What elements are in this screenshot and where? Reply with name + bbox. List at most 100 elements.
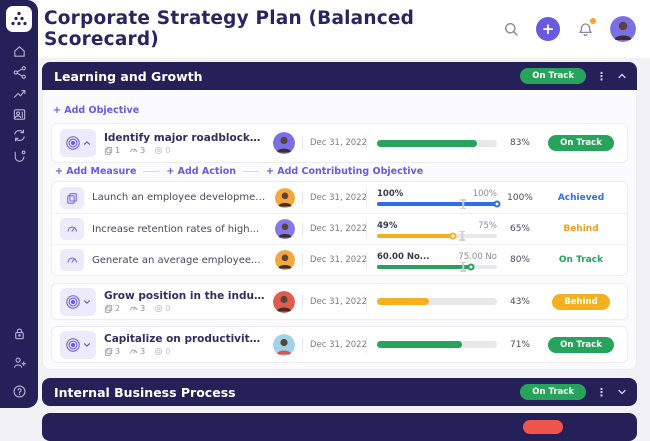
objective-row[interactable]: Grow position in the industry as a mea..… (51, 283, 628, 320)
objective-title: Grow position in the industry as a mea..… (104, 290, 265, 302)
status-badge[interactable]: On Track (548, 135, 614, 151)
owner-avatar[interactable] (273, 132, 295, 154)
action-icon (60, 186, 84, 209)
objectives-count: 0 (154, 146, 170, 155)
measure-row[interactable]: Generate an average employee... Dec 31, … (52, 244, 627, 275)
notifications-bell-icon[interactable] (573, 17, 597, 41)
owner-avatar[interactable] (275, 250, 295, 270)
invite-user-icon[interactable] (8, 355, 30, 369)
search-icon[interactable] (499, 17, 523, 41)
owner-avatar[interactable] (273, 290, 295, 313)
current-value: 60.00 No... (377, 251, 430, 262)
due-date: Dec 31, 2022 (310, 192, 368, 203)
owner-avatar[interactable] (275, 187, 295, 208)
add-links-row: + Add Measure + Add Action + Add Contrib… (51, 163, 628, 180)
expand-chevron-down-icon[interactable] (617, 387, 627, 397)
owner-avatar[interactable] (275, 219, 295, 239)
progress-bar (377, 139, 497, 147)
status-badge[interactable]: Behind (552, 293, 610, 310)
help-icon[interactable] (8, 384, 30, 398)
progress-bar[interactable] (377, 230, 497, 241)
sync-icon[interactable] (8, 128, 30, 142)
kebab-menu-icon[interactable]: ⋮ (596, 69, 607, 83)
section-header[interactable]: Internal Business Process On Track ⋮ (42, 378, 637, 406)
progress-percent: 43% (509, 296, 530, 307)
progress-bar (377, 341, 497, 348)
objective-target-icon[interactable] (60, 287, 96, 316)
owner-avatar[interactable] (273, 333, 295, 356)
objective-row[interactable]: Capitalize on productivity by... 3 3 0 (51, 326, 628, 363)
due-date: Dec 31, 2022 (310, 296, 368, 307)
objective-row[interactable]: Identify major roadblocks and areas... 1… (51, 123, 628, 163)
measures-count: 3 (129, 304, 145, 313)
progress-percent: 83% (509, 138, 530, 148)
measures-count: 3 (129, 347, 145, 356)
objective-target-icon[interactable] (60, 129, 96, 157)
section-status-badge[interactable]: On Track (520, 384, 586, 400)
row-chevron-down-icon (84, 299, 90, 304)
create-button[interactable]: + (536, 17, 560, 41)
user-avatar[interactable] (610, 16, 636, 42)
app-logo-icon[interactable] (6, 6, 32, 32)
trending-up-icon[interactable] (8, 86, 30, 100)
lock-icon[interactable] (8, 326, 30, 340)
measure-row[interactable]: Increase retention rates of high... Dec … (52, 213, 627, 244)
target-value: 75% (478, 220, 497, 231)
section-internal-business-process: Internal Business Process On Track ⋮ (42, 378, 637, 406)
target-value: 75.00 No (458, 251, 497, 262)
children-card: Launch an employee development... Dec 31… (51, 181, 628, 276)
due-date: Dec 31, 2022 (310, 138, 368, 148)
objective-counts: 2 3 0 (104, 304, 265, 313)
current-value: 49% (377, 220, 398, 231)
current-value: 100% (377, 189, 404, 199)
kebab-menu-icon[interactable]: ⋮ (596, 385, 607, 399)
integrations-icon[interactable] (8, 149, 30, 163)
add-measure-link[interactable]: + Add Measure (55, 165, 137, 177)
add-objective-link[interactable]: + Add Objective (53, 105, 140, 116)
status-text: On Track (558, 255, 604, 265)
section-status-badge[interactable]: On Track (520, 68, 586, 84)
objectives-count: 0 (154, 304, 170, 313)
progress-percent: 80% (509, 255, 530, 265)
section-learning-and-growth: Learning and Growth On Track ⋮ + Add Obj… (42, 62, 637, 370)
objective-counts: 1 3 0 (104, 146, 265, 155)
status-text: Behind (563, 224, 599, 234)
objective-target-icon[interactable] (60, 330, 96, 359)
add-contributing-objective-link[interactable]: + Add Contributing Objective (266, 165, 424, 177)
objective-counts: 3 3 0 (104, 347, 265, 356)
measure-gauge-icon (60, 218, 84, 240)
actions-count: 2 (104, 304, 120, 313)
row-chevron-down-icon (84, 342, 90, 347)
action-row[interactable]: Launch an employee development... Dec 31… (52, 182, 627, 213)
measure-title: Increase retention rates of high... (92, 223, 260, 235)
page-title: Corporate Strategy Plan (Balanced Scorec… (44, 8, 415, 50)
add-action-link[interactable]: + Add Action (166, 165, 236, 177)
target-value: 100% (472, 189, 497, 199)
section-header[interactable]: Learning and Growth On Track ⋮ (42, 62, 637, 90)
measure-title: Generate an average employee... (92, 254, 261, 266)
objective-title: Identify major roadblocks and areas... (104, 131, 265, 144)
section-title: Learning and Growth (54, 68, 203, 84)
user-dashboard-icon[interactable] (8, 107, 30, 121)
progress-percent: 100% (507, 192, 533, 203)
collapse-chevron-up-icon[interactable] (617, 71, 627, 81)
measure-gauge-icon (60, 249, 84, 271)
action-title: Launch an employee development... (92, 192, 275, 203)
section-header[interactable] (42, 413, 637, 441)
sidebar (0, 0, 38, 408)
progress-bar[interactable] (377, 199, 501, 209)
section-status-badge[interactable] (523, 420, 563, 434)
main-content: Learning and Growth On Track ⋮ + Add Obj… (38, 58, 650, 441)
status-badge[interactable]: On Track (548, 336, 614, 353)
due-date: Dec 31, 2022 (310, 255, 368, 265)
hierarchy-icon[interactable] (8, 65, 30, 79)
due-date: Dec 31, 2022 (310, 339, 368, 350)
actions-count: 1 (104, 146, 120, 155)
section-title: Internal Business Process (54, 384, 236, 400)
measures-count: 3 (129, 146, 145, 155)
progress-bar[interactable] (377, 261, 497, 272)
home-icon[interactable] (8, 44, 30, 58)
objectives-count: 0 (154, 347, 170, 356)
progress-bar (377, 298, 497, 305)
progress-percent: 65% (509, 224, 530, 234)
